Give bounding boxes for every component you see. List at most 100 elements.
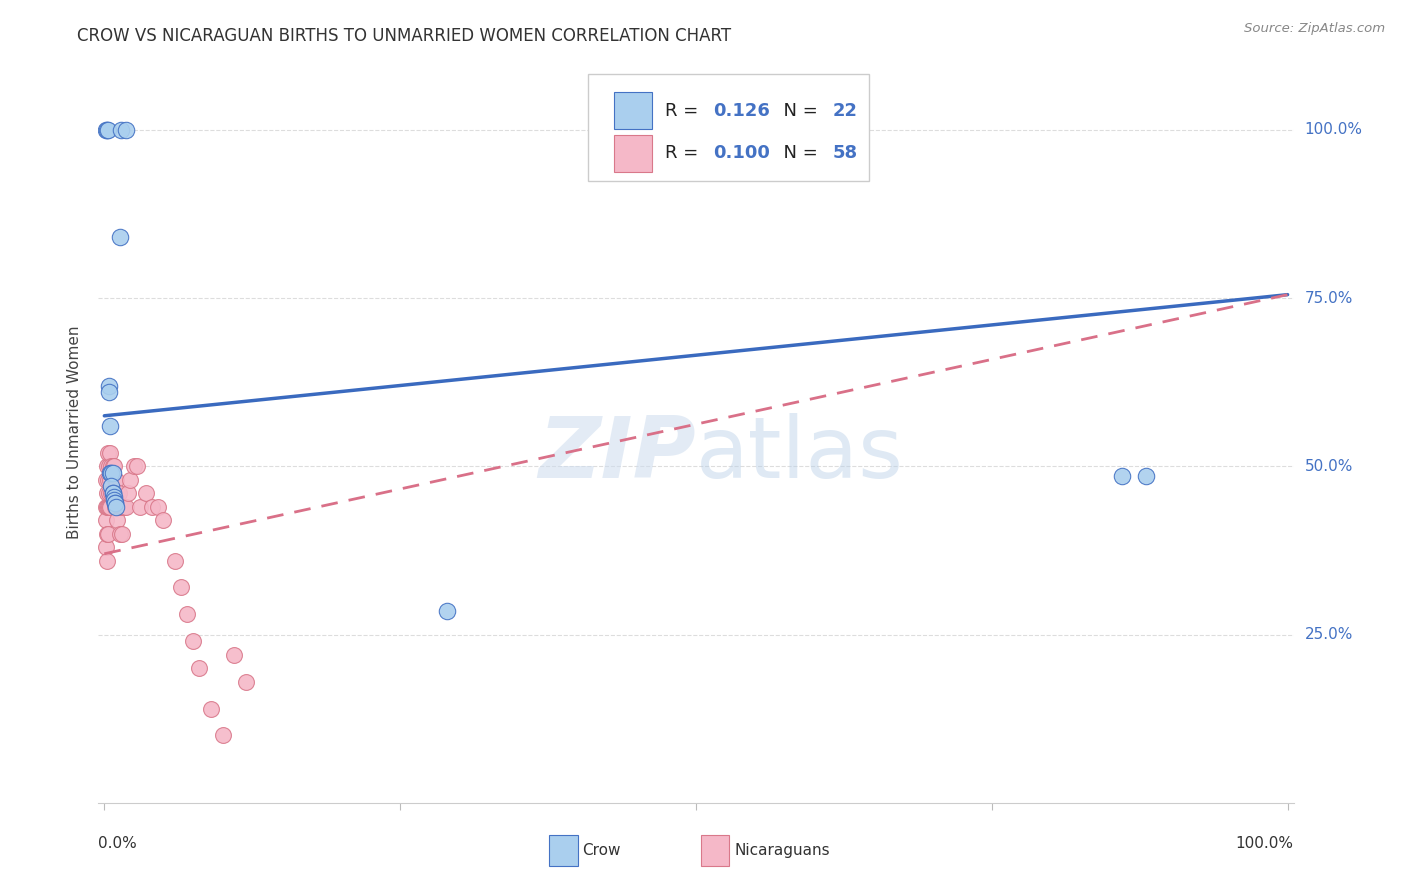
Point — [98, 459, 121, 474]
Point — [114, 500, 136, 514]
Point — [176, 607, 198, 622]
Point — [105, 513, 128, 527]
Point — [108, 230, 131, 244]
Point — [120, 473, 142, 487]
Point — [96, 459, 118, 474]
FancyBboxPatch shape — [613, 135, 652, 171]
Point — [128, 500, 150, 514]
Point — [235, 674, 257, 689]
Point — [110, 122, 132, 136]
Point — [101, 486, 124, 500]
Text: Source: ZipAtlas.com: Source: ZipAtlas.com — [1244, 22, 1385, 36]
FancyBboxPatch shape — [700, 836, 730, 866]
Point — [98, 446, 121, 460]
Text: 25.0%: 25.0% — [1305, 627, 1353, 642]
Point — [97, 446, 120, 460]
Point — [122, 459, 145, 474]
Point — [111, 526, 134, 541]
Point — [97, 122, 120, 136]
Text: Crow: Crow — [582, 844, 621, 858]
Text: 22: 22 — [832, 102, 858, 120]
Point — [114, 122, 136, 136]
Point — [101, 459, 124, 474]
Text: 0.0%: 0.0% — [98, 836, 138, 851]
Point — [165, 553, 187, 567]
Point — [98, 500, 121, 514]
Point — [112, 500, 135, 514]
Text: 75.0%: 75.0% — [1305, 291, 1353, 305]
Point — [103, 459, 125, 474]
Point — [98, 500, 121, 514]
Text: atlas: atlas — [696, 413, 904, 496]
Point — [103, 486, 125, 500]
FancyBboxPatch shape — [589, 73, 869, 181]
FancyBboxPatch shape — [613, 92, 652, 129]
FancyBboxPatch shape — [548, 836, 578, 866]
Point — [105, 500, 128, 514]
Point — [100, 466, 122, 480]
Point — [94, 513, 117, 527]
Point — [108, 526, 131, 541]
Point — [100, 459, 122, 474]
Point — [98, 466, 121, 480]
Point — [98, 486, 121, 500]
Point — [224, 648, 246, 662]
Point — [104, 473, 127, 487]
Text: 50.0%: 50.0% — [1305, 458, 1353, 474]
Text: 0.100: 0.100 — [713, 145, 769, 162]
Point — [96, 122, 118, 136]
Point — [170, 581, 193, 595]
Point — [94, 500, 117, 514]
Point — [127, 459, 149, 474]
Point — [200, 701, 222, 715]
Point — [101, 486, 124, 500]
Point — [103, 492, 125, 507]
Point — [105, 473, 128, 487]
Point — [101, 466, 124, 480]
Point — [101, 486, 124, 500]
Y-axis label: Births to Unmarried Women: Births to Unmarried Women — [67, 326, 83, 540]
Point — [111, 500, 134, 514]
Point — [104, 496, 127, 510]
Point — [107, 486, 129, 500]
Point — [108, 500, 131, 514]
Point — [146, 500, 169, 514]
Point — [94, 473, 117, 487]
Point — [96, 500, 118, 514]
Point — [97, 526, 120, 541]
Point — [1111, 469, 1133, 483]
Text: CROW VS NICARAGUAN BIRTHS TO UNMARRIED WOMEN CORRELATION CHART: CROW VS NICARAGUAN BIRTHS TO UNMARRIED W… — [77, 27, 731, 45]
Point — [104, 496, 127, 510]
Point — [117, 486, 139, 500]
Point — [100, 486, 122, 500]
Text: N =: N = — [772, 145, 824, 162]
Point — [114, 500, 136, 514]
Point — [135, 486, 157, 500]
Point — [96, 486, 118, 500]
Text: 58: 58 — [832, 145, 858, 162]
Point — [100, 479, 122, 493]
Text: 100.0%: 100.0% — [1305, 122, 1362, 137]
Point — [98, 473, 121, 487]
Text: R =: R = — [665, 102, 704, 120]
Point — [96, 526, 118, 541]
Point — [103, 490, 125, 504]
Text: 0.126: 0.126 — [713, 102, 769, 120]
Point — [110, 500, 132, 514]
Point — [104, 500, 127, 514]
Point — [94, 122, 117, 136]
Point — [97, 500, 120, 514]
Point — [1135, 469, 1157, 483]
Point — [211, 729, 233, 743]
Text: ZIP: ZIP — [538, 413, 696, 496]
Point — [436, 604, 458, 618]
Point — [105, 486, 128, 500]
Point — [152, 513, 174, 527]
Point — [181, 634, 204, 648]
Point — [141, 500, 163, 514]
Point — [97, 473, 120, 487]
Text: Nicaraguans: Nicaraguans — [734, 844, 830, 858]
Point — [96, 553, 118, 567]
Text: N =: N = — [772, 102, 824, 120]
Point — [98, 378, 121, 392]
